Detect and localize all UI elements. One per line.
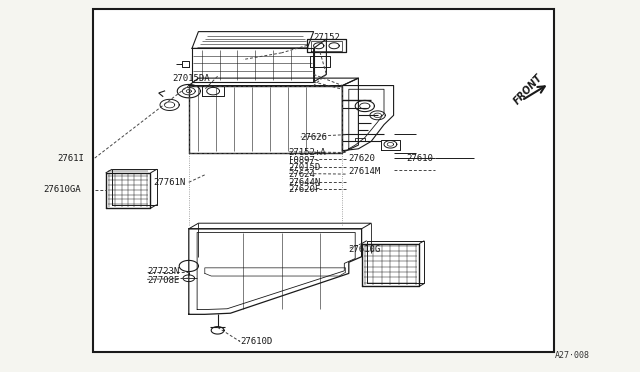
Text: 27015D: 27015D [288, 163, 320, 172]
Text: FRONT: FRONT [512, 72, 545, 106]
Text: 27610G: 27610G [349, 245, 381, 254]
Text: A27·008: A27·008 [556, 351, 590, 360]
Text: 2761I: 2761I [58, 154, 84, 163]
Text: 27015DA: 27015DA [173, 74, 211, 83]
Text: 27614M: 27614M [349, 167, 381, 176]
Text: 27620F: 27620F [288, 185, 320, 194]
Text: 27620: 27620 [349, 154, 376, 163]
Text: [0897-: [0897- [288, 155, 320, 164]
Bar [93, 9, 554, 352]
Text: 27644N: 27644N [288, 178, 320, 187]
Text: 27610GA: 27610GA [44, 185, 81, 194]
Text: 27624: 27624 [288, 170, 315, 179]
Text: 27708E: 27708E [147, 276, 179, 285]
Text: 27723N: 27723N [147, 267, 179, 276]
Text: 27610D: 27610D [240, 337, 272, 346]
Text: 27610: 27610 [406, 154, 433, 163]
Text: 27761N: 27761N [154, 178, 186, 187]
Text: 27152: 27152 [314, 33, 340, 42]
Text: 27152+A: 27152+A [288, 148, 326, 157]
Text: 27626: 27626 [301, 133, 328, 142]
